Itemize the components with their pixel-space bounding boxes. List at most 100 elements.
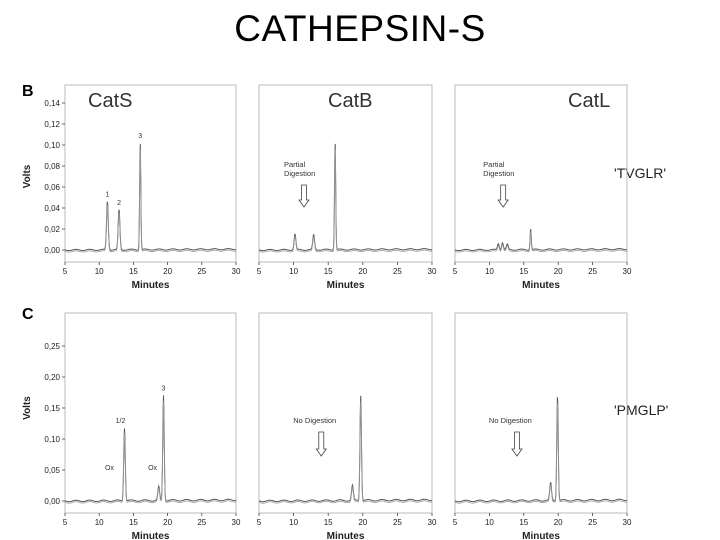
plot-frame (258, 84, 433, 263)
chromatogram-trace (454, 397, 628, 503)
x-tick-label: 15 (324, 518, 333, 527)
substrate-label: 'TVGLR' (614, 165, 666, 181)
y-tick-label: 0,15 (44, 404, 60, 413)
x-tick-label: 10 (95, 267, 104, 276)
chromatogram-trace (454, 229, 628, 252)
chromatogram-trace-overlay (64, 149, 237, 253)
x-tick-label: 15 (129, 267, 138, 276)
x-tick-label: 30 (232, 518, 241, 527)
y-tick-label: 0,10 (44, 435, 60, 444)
x-tick-label: 10 (289, 518, 298, 527)
down-arrow-icon (298, 184, 310, 208)
peak-label: 3 (138, 133, 142, 140)
ox-label: Ox (105, 465, 114, 472)
x-tick-label: 10 (485, 518, 494, 527)
y-axis-label: Volts (22, 396, 33, 420)
x-tick-label: 5 (63, 267, 68, 276)
peak-label: 1/2 (116, 418, 126, 425)
y-tick-label: 0,04 (44, 204, 60, 213)
enzyme-label: CatB (328, 90, 372, 112)
plot-frame (64, 84, 237, 263)
x-tick-label: 30 (232, 267, 241, 276)
plot-frame (454, 312, 628, 514)
y-tick-label: 0,20 (44, 373, 60, 382)
slide-title: CATHEPSIN-S (234, 8, 486, 49)
chromatogram-trace (258, 395, 433, 503)
annotation-text: Partial (483, 160, 505, 169)
annotation-text: No Digestion (293, 416, 336, 425)
x-axis-label: Minutes (132, 531, 170, 540)
x-tick-label: 10 (95, 518, 104, 527)
x-tick-label: 15 (519, 267, 528, 276)
x-tick-label: 25 (588, 518, 597, 527)
y-tick-label: 0,14 (44, 99, 60, 108)
chromatogram-trace (64, 395, 237, 503)
y-tick-label: 0,12 (44, 120, 60, 129)
ox-label: Ox (148, 465, 157, 472)
x-tick-label: 10 (289, 267, 298, 276)
x-tick-label: 20 (163, 267, 172, 276)
annotation-text: Digestion (284, 169, 315, 178)
x-axis-label: Minutes (522, 531, 560, 540)
y-tick-label: 0,25 (44, 342, 60, 351)
x-tick-label: 30 (623, 518, 632, 527)
peak-label: 2 (117, 200, 121, 207)
y-tick-label: 0,10 (44, 141, 60, 150)
x-tick-label: 5 (453, 518, 458, 527)
y-tick-label: 0,06 (44, 183, 60, 192)
x-tick-label: 25 (393, 518, 402, 527)
x-tick-label: 25 (197, 518, 206, 527)
x-tick-label: 5 (257, 267, 262, 276)
chromatogram-trace-overlay (258, 149, 433, 253)
x-tick-label: 25 (393, 267, 402, 276)
x-tick-label: 15 (324, 267, 333, 276)
x-tick-label: 25 (197, 267, 206, 276)
y-tick-label: 0,08 (44, 162, 60, 171)
panel-letter-C: C (22, 306, 34, 323)
x-tick-label: 10 (485, 267, 494, 276)
x-axis-label: Minutes (522, 280, 560, 291)
y-axis-label: Volts (22, 164, 33, 188)
x-tick-label: 20 (163, 518, 172, 527)
substrate-label: 'PMGLP' (614, 402, 668, 418)
y-tick-label: 0,02 (44, 225, 60, 234)
x-tick-label: 5 (257, 518, 262, 527)
chromatogram-trace-overlay (454, 231, 628, 253)
chromatogram-trace (258, 143, 433, 252)
x-tick-label: 15 (519, 518, 528, 527)
y-tick-label: 0,05 (44, 466, 60, 475)
chromatogram-trace-overlay (454, 402, 628, 504)
down-arrow-icon (511, 431, 523, 457)
x-tick-label: 5 (63, 518, 68, 527)
chromatogram-trace (64, 143, 237, 252)
x-tick-label: 20 (358, 518, 367, 527)
down-arrow-icon (315, 431, 328, 457)
chromatogram-trace-overlay (64, 401, 237, 504)
x-tick-label: 15 (129, 518, 138, 527)
annotation-text: Digestion (483, 169, 514, 178)
plot-frame (258, 312, 433, 514)
enzyme-label: CatS (88, 90, 132, 112)
peak-label: 1 (105, 192, 109, 199)
chromatogram-trace-overlay (258, 401, 433, 504)
plot-frame (454, 84, 628, 263)
x-tick-label: 30 (428, 518, 437, 527)
panel-letter-B: B (22, 83, 34, 100)
y-tick-label: 0,00 (44, 246, 60, 255)
down-arrow-icon (497, 184, 509, 208)
x-tick-label: 20 (554, 518, 563, 527)
x-tick-label: 30 (623, 267, 632, 276)
annotation-text: No Digestion (489, 416, 532, 425)
x-axis-label: Minutes (327, 280, 365, 291)
y-tick-label: 0,00 (44, 497, 60, 506)
annotation-text: Partial (284, 160, 306, 169)
x-tick-label: 5 (453, 267, 458, 276)
x-tick-label: 25 (588, 267, 597, 276)
x-tick-label: 20 (358, 267, 367, 276)
plot-frame (64, 312, 237, 514)
x-axis-label: Minutes (132, 280, 170, 291)
x-tick-label: 20 (554, 267, 563, 276)
peak-label: 3 (162, 386, 166, 393)
enzyme-label: CatL (568, 90, 610, 112)
